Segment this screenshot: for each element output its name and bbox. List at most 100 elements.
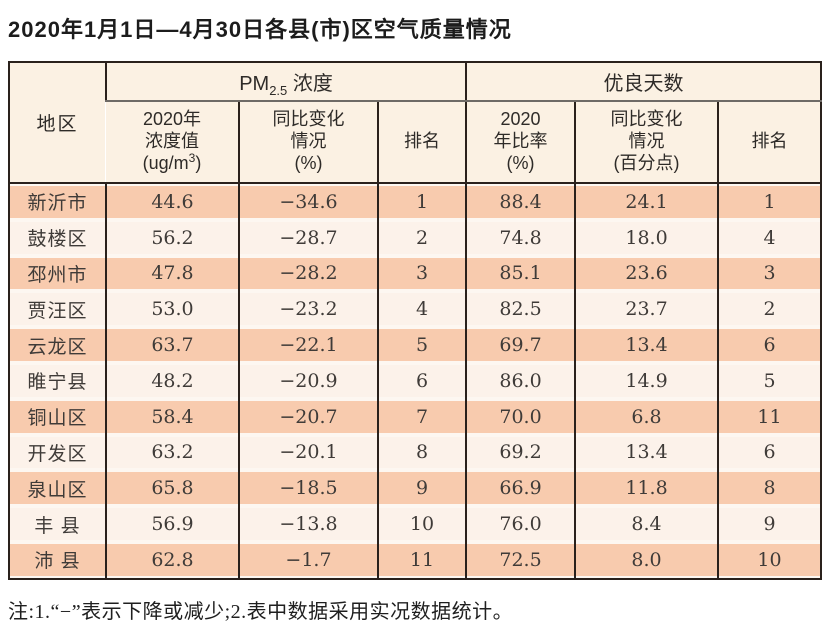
- pm-value-cell: 58.4: [105, 398, 239, 435]
- days-rank-cell: 2: [717, 291, 822, 328]
- region-cell: 新沂市: [9, 183, 106, 220]
- pm-change-cell: −20.1: [238, 434, 378, 471]
- days-ratio-cell: 86.0: [465, 362, 576, 399]
- days-change-cell: 24.1: [574, 183, 719, 220]
- header-pm-change: 同比变化 情况 (%): [238, 101, 378, 183]
- days-ratio-cell: 66.9: [465, 470, 576, 507]
- days-rank-cell: 6: [717, 327, 822, 363]
- days-rank-cell: 8: [717, 470, 822, 507]
- table-header: 地区 PM2.5 浓度 优良天数 2020年 浓度值 (ug/m3) 同比变化 情况…: [9, 62, 822, 183]
- days-change-cell: 13.4: [574, 327, 719, 363]
- days-change-cell: 14.9: [574, 362, 719, 399]
- days-rank-cell: 6: [717, 434, 822, 471]
- pm-value-cell: 53.0: [105, 291, 239, 328]
- header-days-change: 同比变化 情况 (百分点): [574, 101, 719, 183]
- days-rank-cell: 3: [717, 255, 822, 292]
- pm-change-cell: −18.5: [238, 470, 378, 507]
- pm-value-cell: 63.2: [105, 434, 239, 471]
- pm-change-cell: −28.2: [238, 255, 378, 292]
- days-change-cell: 13.4: [574, 434, 719, 471]
- table-row: 鼓楼区 56.2 −28.7 2 74.8 18.0 4: [9, 219, 822, 256]
- pm-rank-cell: 4: [376, 291, 467, 328]
- pm-rank-cell: 6: [376, 362, 467, 399]
- region-cell: 沛 县: [9, 541, 106, 579]
- page-title: 2020年1月1日—4月30日各县(市)区空气质量情况: [8, 17, 512, 42]
- pm-unit-sup: 3: [188, 150, 196, 165]
- footnote: 注:1.“−”表示下降或减少;2.表中数据采用实况数据统计。: [8, 600, 514, 623]
- pm-rank-cell: 9: [376, 470, 467, 507]
- pm-change-cell: −1.7: [238, 541, 378, 579]
- table-row: 新沂市 44.6 −34.6 1 88.4 24.1 1: [9, 183, 822, 220]
- pm-value-cell: 44.6: [105, 183, 239, 220]
- pm-unit-post: ): [195, 152, 202, 173]
- header-days-rank: 排名: [717, 101, 822, 183]
- header-pm-value: 2020年 浓度值 (ug/m3): [106, 101, 239, 183]
- days-ratio-cell: 70.0: [465, 398, 576, 435]
- pm-rank-cell: 7: [376, 398, 467, 435]
- pm-change-cell: −13.8: [238, 506, 378, 542]
- region-cell: 邳州市: [9, 255, 106, 292]
- pm-label-prefix: PM: [239, 73, 270, 95]
- days-ratio-cell: 76.0: [465, 506, 576, 542]
- header-pm-rank: 排名: [376, 101, 467, 183]
- group-header-row: 地区 PM2.5 浓度 优良天数: [9, 62, 822, 183]
- region-cell: 铜山区: [9, 398, 106, 435]
- table-row: 铜山区 58.4 −20.7 7 70.0 6.8 11: [9, 398, 822, 435]
- days-rank-cell: 1: [717, 183, 822, 220]
- header-group-pm25: PM2.5 浓度: [104, 62, 467, 102]
- sub-header-row: 2020年 浓度值 (ug/m3) 同比变化 情况 (%) 排名 2020 年比率 …: [9, 101, 822, 183]
- table-row: 睢宁县 48.2 −20.9 6 86.0 14.9 5: [9, 362, 822, 399]
- header-group-good-days: 优良天数: [465, 62, 822, 102]
- days-rank-cell: 10: [717, 541, 822, 579]
- table-row: 丰 县 56.9 −13.8 10 76.0 8.4 9: [9, 506, 822, 542]
- table-body: 新沂市 44.6 −34.6 1 88.4 24.1 1 鼓楼区 56.2 −2…: [9, 183, 822, 579]
- table-row: 沛 县 62.8 −1.7 11 72.5 8.0 10: [9, 541, 822, 579]
- pm-value-cell: 65.8: [105, 470, 239, 507]
- pm-value-line3: (ug/m3): [106, 150, 238, 175]
- days-rank-cell: 5: [717, 362, 822, 399]
- pm-rank-cell: 5: [376, 327, 467, 363]
- days-ratio-cell: 69.7: [465, 327, 576, 363]
- region-cell: 鼓楼区: [9, 219, 106, 256]
- days-ratio-cell: 72.5: [465, 541, 576, 579]
- table-row: 开发区 63.2 −20.1 8 69.2 13.4 6: [9, 434, 822, 471]
- header-region: 地区: [9, 62, 106, 183]
- header-days-ratio: 2020 年比率 (%): [465, 101, 576, 183]
- days-change-cell: 6.8: [574, 398, 719, 435]
- pm-value-line2: 浓度值: [145, 131, 199, 152]
- pm-value-cell: 63.7: [105, 327, 239, 363]
- pm-rank-cell: 3: [376, 255, 467, 292]
- pm-label-suffix: 浓度: [287, 73, 333, 95]
- days-rank-cell: 4: [717, 219, 822, 256]
- pm-change-cell: −20.9: [238, 362, 378, 399]
- days-rank-cell: 11: [717, 398, 822, 435]
- region-cell: 贾汪区: [9, 291, 106, 328]
- table-row: 云龙区 63.7 −22.1 5 69.7 13.4 6: [9, 327, 822, 363]
- pm-value-line1: 2020年: [142, 109, 202, 130]
- days-rank-cell: 9: [717, 506, 822, 542]
- pm-rank-cell: 1: [376, 183, 467, 220]
- days-ratio-cell: 85.1: [465, 255, 576, 292]
- days-ratio-cell: 69.2: [465, 434, 576, 471]
- pm-change-cell: −22.1: [238, 327, 378, 363]
- pm-value-cell: 62.8: [105, 541, 239, 579]
- region-cell: 开发区: [9, 434, 106, 471]
- region-cell: 睢宁县: [9, 362, 106, 399]
- days-change-cell: 8.0: [574, 541, 719, 579]
- table-row: 贾汪区 53.0 −23.2 4 82.5 23.7 2: [9, 291, 822, 328]
- table-row: 邳州市 47.8 −28.2 3 85.1 23.6 3: [9, 255, 822, 292]
- days-change-cell: 23.7: [574, 291, 719, 328]
- pm-value-cell: 48.2: [105, 362, 239, 399]
- days-change-cell: 8.4: [574, 506, 719, 542]
- days-ratio-cell: 88.4: [465, 183, 576, 220]
- pm-unit-pre: (ug/m: [142, 152, 189, 173]
- pm-value-cell: 47.8: [105, 255, 239, 292]
- region-cell: 丰 县: [9, 506, 106, 542]
- pm-change-cell: −28.7: [238, 219, 378, 256]
- pm-label-subscript: 2.5: [269, 83, 288, 98]
- pm-change-cell: −20.7: [238, 398, 378, 435]
- days-change-cell: 23.6: [574, 255, 719, 292]
- pm-rank-cell: 8: [376, 434, 467, 471]
- air-quality-table: 地区 PM2.5 浓度 优良天数 2020年 浓度值 (ug/m3) 同比变化 情况…: [8, 61, 823, 580]
- days-change-cell: 11.8: [574, 470, 719, 507]
